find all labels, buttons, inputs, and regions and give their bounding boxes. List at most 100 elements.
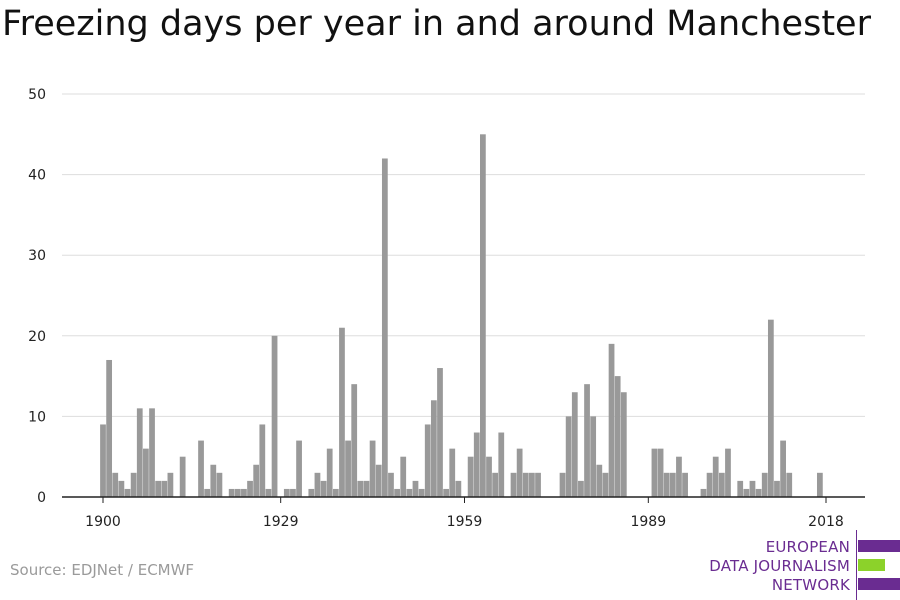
bar-1906 bbox=[136, 408, 143, 497]
bar-1943 bbox=[363, 480, 370, 497]
bar-1910 bbox=[161, 480, 168, 497]
x-tick-label-2018: 2018 bbox=[808, 514, 844, 530]
bar-1955 bbox=[437, 368, 443, 497]
bar-1949 bbox=[400, 456, 407, 497]
x-axis-ticks: 1900 1929 1959 1989 2018 bbox=[85, 497, 844, 530]
bar-1936 bbox=[320, 480, 327, 497]
gridlines bbox=[62, 93, 865, 417]
bar-1960 bbox=[467, 456, 474, 497]
bar-1982 bbox=[602, 472, 609, 497]
bar-1961 bbox=[473, 432, 480, 497]
x-tick-label-1989: 1989 bbox=[630, 514, 666, 530]
x-tick-label-1959: 1959 bbox=[447, 514, 483, 530]
y-axis-tick-labels: 0 10 20 30 40 50 bbox=[28, 87, 46, 506]
bar-1981 bbox=[596, 464, 603, 497]
bar-1907 bbox=[143, 448, 149, 497]
bar-1934 bbox=[308, 488, 315, 497]
bar-1937 bbox=[326, 448, 333, 497]
bar-1999 bbox=[706, 472, 713, 497]
bar-1945 bbox=[375, 464, 382, 497]
bar-1926 bbox=[259, 424, 266, 497]
bar-1938 bbox=[332, 488, 339, 497]
y-tick-label-30: 30 bbox=[28, 248, 46, 264]
bar-1984 bbox=[614, 376, 621, 497]
bar-1927 bbox=[265, 488, 272, 497]
bar-1923 bbox=[241, 488, 247, 497]
edjnet-logo: EUROPEAN DATA JOURNALISM NETWORK bbox=[700, 530, 900, 600]
bar-2004 bbox=[737, 480, 744, 497]
logo-line-data-journalism: DATA JOURNALISM bbox=[709, 557, 850, 575]
bar-1952 bbox=[418, 488, 425, 497]
bar-1975 bbox=[559, 472, 566, 497]
bar-2011 bbox=[780, 440, 786, 497]
bar-1998 bbox=[700, 488, 707, 497]
bar-1980 bbox=[590, 416, 597, 497]
bar-1928 bbox=[271, 335, 278, 497]
bar-1968 bbox=[516, 448, 523, 497]
bar-1901 bbox=[106, 359, 113, 497]
bar-1990 bbox=[651, 448, 658, 497]
bar-2005 bbox=[743, 488, 750, 497]
bar-1991 bbox=[657, 448, 664, 497]
bar-1930 bbox=[283, 488, 290, 497]
bar-1931 bbox=[290, 488, 296, 497]
bar-1905 bbox=[130, 472, 137, 497]
bar-1947 bbox=[388, 472, 394, 497]
bar-2017 bbox=[816, 472, 823, 497]
chart-title: Freezing days per year in and around Man… bbox=[2, 4, 871, 44]
bar-1948 bbox=[394, 488, 400, 497]
bar-1924 bbox=[247, 480, 253, 497]
y-tick-label-20: 20 bbox=[28, 329, 46, 345]
x-tick-label-1929: 1929 bbox=[263, 514, 299, 530]
bar-2010 bbox=[774, 480, 780, 497]
bar-1992 bbox=[663, 472, 670, 497]
bar-2000 bbox=[712, 456, 719, 497]
bar-1962 bbox=[480, 134, 486, 498]
bar-1904 bbox=[124, 488, 131, 497]
x-tick-label-1900: 1900 bbox=[85, 514, 121, 530]
logo-line-european: EUROPEAN bbox=[765, 538, 850, 556]
bar-1922 bbox=[234, 488, 241, 497]
bar-1958 bbox=[455, 480, 462, 497]
bar-1941 bbox=[351, 384, 358, 497]
bar-1994 bbox=[676, 456, 682, 497]
bar-1950 bbox=[406, 488, 413, 497]
bar-1983 bbox=[608, 343, 615, 497]
y-tick-label-0: 0 bbox=[37, 490, 46, 506]
bar-2008 bbox=[761, 472, 768, 497]
bar-2002 bbox=[725, 448, 731, 497]
logo-divider bbox=[856, 530, 857, 600]
bar-1995 bbox=[682, 472, 688, 497]
bar-1979 bbox=[584, 384, 590, 497]
bar-1951 bbox=[412, 480, 419, 497]
bar-1976 bbox=[565, 416, 572, 497]
y-tick-label-10: 10 bbox=[28, 409, 46, 425]
bar-1942 bbox=[357, 480, 364, 497]
bar-1903 bbox=[118, 480, 125, 497]
bar-1970 bbox=[529, 472, 535, 497]
bar-2012 bbox=[786, 472, 793, 497]
bar-1944 bbox=[369, 440, 376, 497]
y-tick-label-50: 50 bbox=[28, 87, 46, 103]
bar-1985 bbox=[620, 392, 627, 497]
bar-2009 bbox=[767, 319, 774, 497]
bar-1939 bbox=[339, 327, 345, 497]
bar-1919 bbox=[216, 472, 223, 497]
bar-1977 bbox=[571, 392, 578, 497]
bar-1935 bbox=[314, 472, 321, 497]
bar-1956 bbox=[443, 488, 449, 497]
bar-2007 bbox=[755, 488, 762, 497]
bar-1902 bbox=[112, 472, 119, 497]
logo-bar-top bbox=[858, 540, 900, 552]
bar-1953 bbox=[424, 424, 431, 497]
bar-1963 bbox=[486, 456, 492, 497]
bar-1993 bbox=[669, 472, 676, 497]
bar-1917 bbox=[204, 488, 211, 497]
bar-1954 bbox=[430, 400, 437, 497]
logo-bar-bottom bbox=[858, 578, 900, 590]
bar-1911 bbox=[167, 472, 174, 497]
bar-1965 bbox=[498, 432, 505, 497]
bar-1978 bbox=[578, 480, 584, 497]
bars bbox=[100, 134, 823, 498]
